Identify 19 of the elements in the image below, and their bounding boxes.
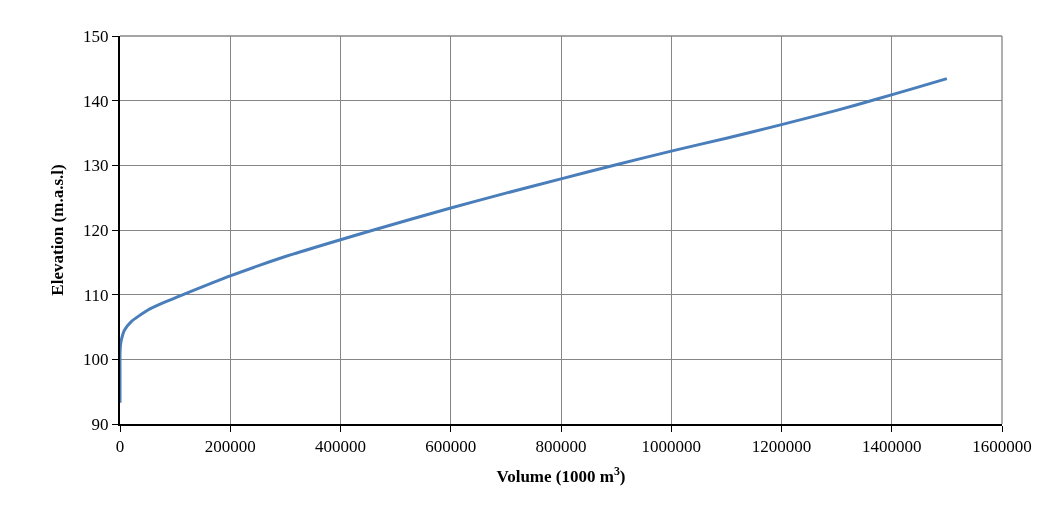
x-tick-label: 800000 <box>535 437 587 457</box>
line-series <box>120 77 949 405</box>
y-tick-label: 110 <box>83 285 109 305</box>
y-tick-label: 120 <box>83 220 109 240</box>
x-tick-label: 200000 <box>204 437 256 457</box>
x-axis-title: Volume (1000 m$^{3}$) <box>496 464 626 487</box>
x-tick-label: 400000 <box>315 437 366 457</box>
x-tick-label: 1400000 <box>862 437 922 457</box>
y-tick-label: 140 <box>83 91 109 111</box>
x-tick-label: 1000000 <box>641 437 701 457</box>
y-tick-label: 130 <box>83 156 109 176</box>
x-tick-label: 600000 <box>425 437 477 457</box>
y-tick-label: 100 <box>83 350 109 370</box>
x-tick-label: 0 <box>115 437 125 457</box>
y-axis-title: Elevation (m.a.s.l) <box>48 164 68 296</box>
y-tick-label: 150 <box>83 26 109 46</box>
y-tick-label: 90 <box>91 414 109 434</box>
x-tick-label: 1200000 <box>751 437 812 457</box>
x-tick-label: 1600000 <box>972 437 1032 457</box>
